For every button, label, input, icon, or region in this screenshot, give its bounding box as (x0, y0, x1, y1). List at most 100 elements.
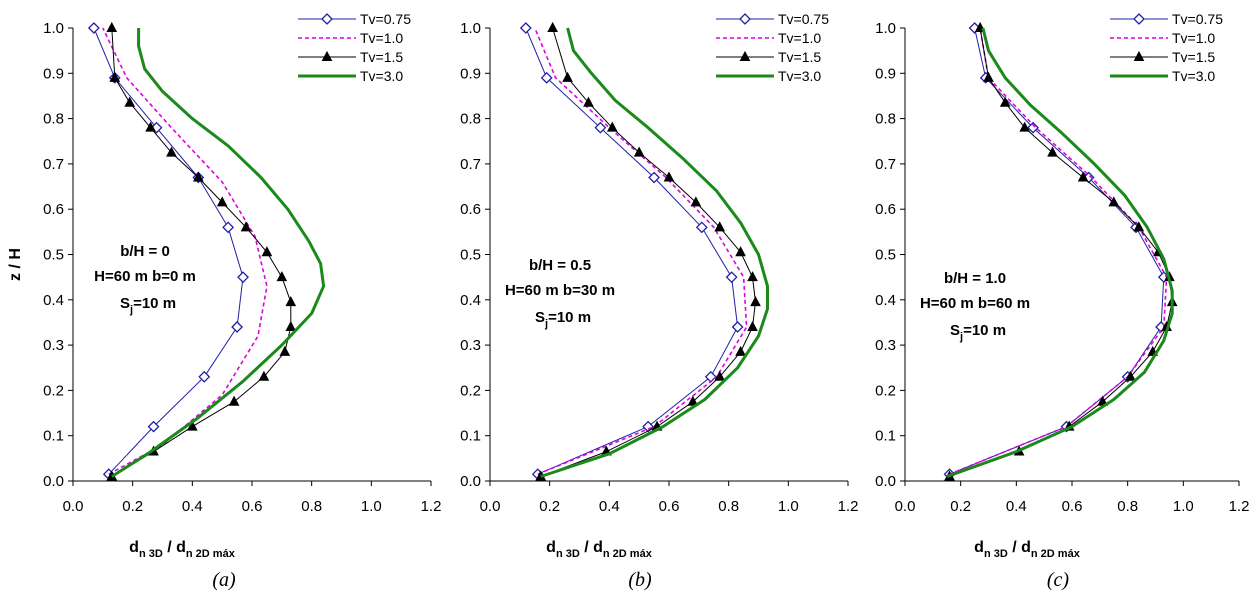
legend: Tv=0.75 Tv=1.0 Tv=1.5 Tv=3.0 (1110, 11, 1223, 84)
y-tick-label: 0.1 (43, 428, 64, 445)
x-axis-label-main: d (974, 539, 984, 556)
y-tick-label: 0.4 (460, 292, 481, 309)
annotation-spacing-main: S (950, 322, 960, 339)
x-tick-label: 0.0 (63, 498, 84, 515)
data-point-marker (258, 370, 270, 381)
data-point-marker (109, 71, 121, 82)
data-point-marker (231, 321, 244, 333)
y-tick-label: 0.1 (460, 428, 481, 445)
x-tick-label: 0.6 (659, 498, 680, 515)
x-axis-label-slash: / d (1008, 539, 1031, 556)
x-axis-label-sub2: n 2D máx (603, 548, 653, 560)
legend-marker (321, 13, 333, 25)
x-tick-label: 1.2 (1229, 498, 1250, 515)
legend-marker (1133, 50, 1145, 61)
legend-marker (739, 50, 751, 61)
y-tick-label: 0.3 (875, 337, 896, 354)
y-tick-label: 1.0 (875, 20, 896, 37)
y-tick-label: 0.9 (43, 65, 64, 82)
x-tick-label: 1.0 (778, 498, 799, 515)
legend-label: Tv=0.75 (778, 11, 829, 27)
x-tick-label: 0.8 (718, 498, 739, 515)
series-line (111, 27, 292, 477)
annotation-spacing-sub: j (129, 304, 133, 316)
data-point-marker (594, 121, 607, 134)
legend-label: Tv=0.75 (1172, 11, 1223, 27)
data-point-marker (1019, 121, 1031, 132)
data-point-marker (648, 171, 661, 184)
data-point-marker (1077, 171, 1089, 182)
annotation-dimensions: H=60 m b=60 m (920, 295, 1030, 312)
y-tick-label: 1.0 (460, 20, 481, 37)
y-tick-label: 0.0 (875, 473, 896, 490)
data-point-marker (983, 71, 994, 82)
annotation-spacing-main: S (535, 309, 545, 326)
y-axis-label: z / H (7, 248, 24, 281)
panel-label: (a) (212, 569, 236, 591)
data-point-marker (750, 295, 761, 307)
series-tv30 (110, 28, 326, 478)
x-axis-label: dn 3D / dn 2D máx (546, 539, 653, 560)
data-point-marker (999, 96, 1011, 107)
y-tick-label: 0.7 (43, 156, 64, 173)
x-tick-label: 0.2 (122, 498, 143, 515)
legend-label: Tv=1.0 (360, 30, 403, 46)
y-tick-label: 0.6 (43, 201, 64, 218)
y-tick-label: 0.5 (875, 247, 896, 264)
series-line (946, 27, 1174, 478)
legend-label: Tv=0.75 (360, 11, 411, 27)
data-point-marker (228, 395, 240, 406)
annotation-dimensions: H=60 m b=0 m (94, 268, 196, 285)
data-point-marker (279, 345, 291, 356)
annotation-spacing-value: =10 m (133, 295, 176, 312)
series-line (110, 28, 326, 478)
annotation-dimensions: H=60 m b=30 m (505, 282, 615, 299)
data-point-marker (690, 196, 702, 207)
x-axis-label-sub1: n 3D (984, 548, 1008, 560)
x-tick-label: 0.8 (1117, 498, 1138, 515)
y-tick-label: 0.9 (460, 65, 481, 82)
data-point-marker (106, 21, 118, 32)
x-tick-label: 0.6 (242, 498, 263, 515)
x-axis-label: dn 3D / dn 2D máx (974, 539, 1081, 560)
legend: Tv=0.75 Tv=1.0 Tv=1.5 Tv=3.0 (716, 11, 829, 84)
annotation: b/H = 0 H=60 m b=0 m Sj=10 m (94, 243, 196, 316)
data-point-marker (695, 221, 708, 234)
x-tick-label: 1.2 (421, 498, 442, 515)
y-tick-label: 0.2 (460, 382, 481, 399)
data-point-marker (633, 146, 645, 157)
y-tick-label: 0.1 (875, 428, 896, 445)
data-point-marker (1108, 196, 1120, 207)
data-point-marker (519, 22, 532, 34)
series-tv15 (535, 21, 761, 481)
series-line (949, 27, 1168, 475)
data-point-marker (747, 271, 758, 282)
x-axis-label-main: d (546, 539, 556, 556)
y-tick-label: 1.0 (43, 20, 64, 37)
series-line (102, 27, 268, 475)
data-point-marker (547, 21, 558, 32)
data-point-marker (735, 345, 746, 356)
x-axis-label-slash: / d (580, 539, 603, 556)
series-tv15 (106, 21, 297, 481)
x-axis-label-main: d (129, 539, 139, 556)
x-tick-label: 0.4 (1006, 498, 1027, 515)
legend-label: Tv=1.5 (1172, 49, 1215, 65)
annotation: b/H = 1.0 H=60 m b=60 m Sj=10 m (920, 270, 1030, 343)
legend-label: Tv=3.0 (1172, 68, 1215, 84)
x-tick-label: 1.0 (361, 498, 382, 515)
x-tick-label: 0.4 (599, 498, 620, 515)
annotation-spacing: Sj=10 m (120, 295, 176, 316)
data-point-marker (87, 22, 100, 34)
y-tick-label: 0.5 (460, 247, 481, 264)
panel-label: (b) (628, 569, 652, 591)
annotation-spacing-value: =10 m (548, 309, 591, 326)
x-tick-label: 0.4 (182, 498, 203, 515)
data-point-marker (1125, 370, 1136, 381)
series-tv15 (944, 21, 1178, 481)
annotation-spacing-sub: j (544, 318, 548, 330)
legend-marker (321, 50, 333, 61)
x-axis-label: dn 3D / dn 2D máx (129, 539, 236, 560)
legend-label: Tv=1.5 (360, 49, 403, 65)
